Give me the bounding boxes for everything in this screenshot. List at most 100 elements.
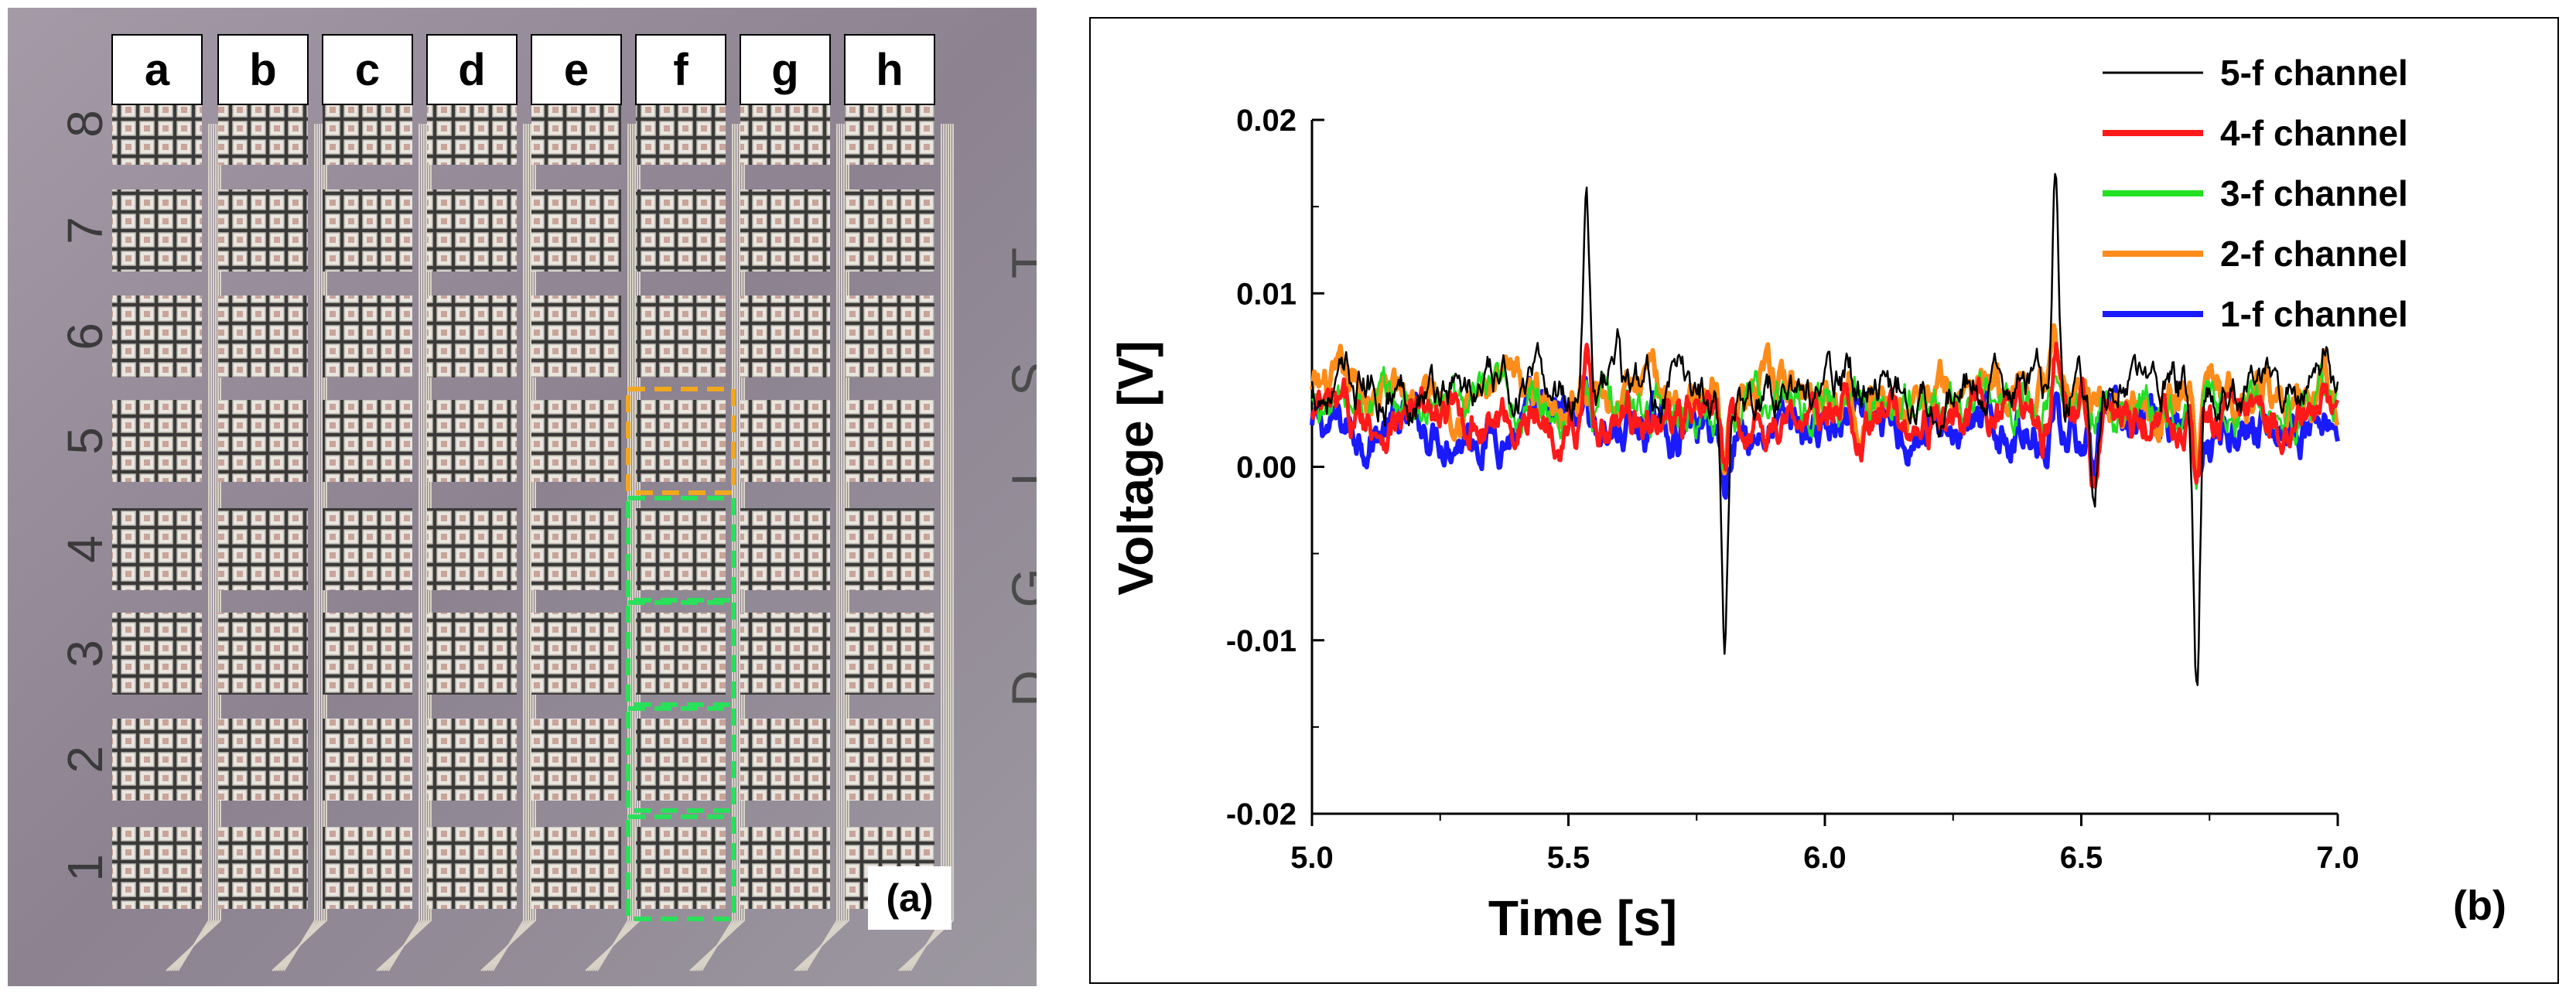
electrode-block [218,719,308,801]
row-label-7: 7 [57,217,113,244]
green-highlight-box [626,496,736,603]
electrode-block [531,719,621,801]
electrode-block [112,719,202,801]
electrode-block [218,400,308,482]
electrode-block [740,827,830,909]
row-label-8: 8 [57,110,113,138]
green-highlight-box [626,706,736,813]
highlight-boxes [626,387,736,921]
electrode-block [845,400,934,482]
column-header-a: a [145,45,170,95]
electrode-block [427,508,517,590]
electrode-block [636,508,726,590]
electrode-block [531,508,621,590]
electrode-block [218,613,308,695]
electrode-block [323,508,412,590]
column-header-box [111,34,203,105]
electrode-block [427,827,517,909]
chip-background [8,8,1037,986]
electrode-block [636,613,726,695]
column-header-d: d [458,45,485,95]
column-header-box [217,34,309,105]
panel-b-label: (b) [2453,883,2506,929]
chip-letter: T [1001,248,1037,278]
electrode-block [323,295,412,377]
green-highlight-box [626,600,736,707]
chart-frame [1089,17,2559,984]
electrode-block [845,508,934,590]
column-header-box [635,34,726,105]
y-tick-label: 0.00 [1236,451,1297,485]
row-labels: 1 2 3 4 5 6 7 8 [57,110,113,882]
row-label-3: 3 [57,640,113,668]
electrode-block [427,400,517,482]
column-header-e: e [564,45,589,95]
x-tick-label: 5.5 [1547,841,1590,875]
legend-label: 3-f channel [2220,173,2408,213]
legend-label: 5-f channel [2220,53,2408,93]
electrode-block [740,190,830,271]
electrode-block [427,295,517,377]
electrode-block [740,400,830,482]
legend-label: 1-f channel [2220,294,2408,334]
column-header-box [426,34,518,105]
x-axis-label: Time [s] [1488,890,1677,946]
chip-letter: G [1001,568,1037,607]
electrode-block [112,190,202,271]
electrode-block [636,719,726,801]
panel-a-label-box [868,866,951,930]
electrode-block [845,719,934,801]
y-tick-label: -0.02 [1226,797,1297,832]
electrode-block [845,190,934,271]
electrode-block [531,827,621,909]
electrode-block [636,295,726,377]
electrode-block [218,190,308,271]
x-tick-label: 7.0 [2316,841,2359,875]
electrode-block [740,508,830,590]
electrode-block [323,719,412,801]
column-header-box [740,34,831,105]
column-header-f: f [673,45,688,95]
electrode-block [740,613,830,695]
column-header-h: h [876,45,903,95]
electrode-block [531,190,621,271]
electrode-block [112,508,202,590]
electrode-block [845,295,934,377]
electrode-block [323,400,412,482]
column-header-box [844,34,935,105]
x-tick-label: 5.0 [1290,841,1334,875]
electrode-block [218,827,308,909]
electrode-block [740,719,830,801]
electrode-block [427,613,517,695]
y-tick-label: 0.01 [1236,277,1297,311]
voltage-chart: 5.0 5.5 6.0 6.5 7.0 -0.02 -0.01 0.00 0.01 0.02 5-… [1089,17,2559,984]
row-label-2: 2 [57,746,113,773]
electrode-block [531,400,621,482]
chip-letter: S [1001,362,1037,396]
column-header-b: b [249,45,276,95]
chart-legend: 5-f channel 4-f channel 3-f channel 2-f cha… [2103,53,2408,334]
row-label-1: 1 [57,854,113,882]
column-header-g: g [771,45,798,95]
electrode-block [323,613,412,695]
electrode-block [531,613,621,695]
series-line [1310,341,2340,489]
y-tick-label: 0.02 [1236,104,1297,138]
y-axis-label: Voltage [V] [1108,340,1163,596]
column-headers: a b c d e f g h [111,34,935,105]
electrode-block [636,400,726,482]
chip-letter: I [1001,473,1037,487]
electrode-block [323,827,412,909]
y-tick-label: -0.01 [1226,624,1297,658]
electrode-block [218,508,308,590]
column-header-box [531,34,622,105]
electrode-block [636,190,726,271]
chart-axes: 5.0 5.5 6.0 6.5 7.0 -0.02 -0.01 0.00 0.01 0.02 [1226,104,2359,875]
electrode-block [740,295,830,377]
wire-traces [166,124,954,972]
legend-label: 4-f channel [2220,113,2408,153]
x-tick-label: 6.0 [1803,841,1847,875]
microscope-image-panel: a b c d e f g h 1 2 3 4 5 6 7 8 D G I S T (a) [8,8,1037,986]
electrode-block [636,827,726,909]
chart-series [1310,172,2340,686]
